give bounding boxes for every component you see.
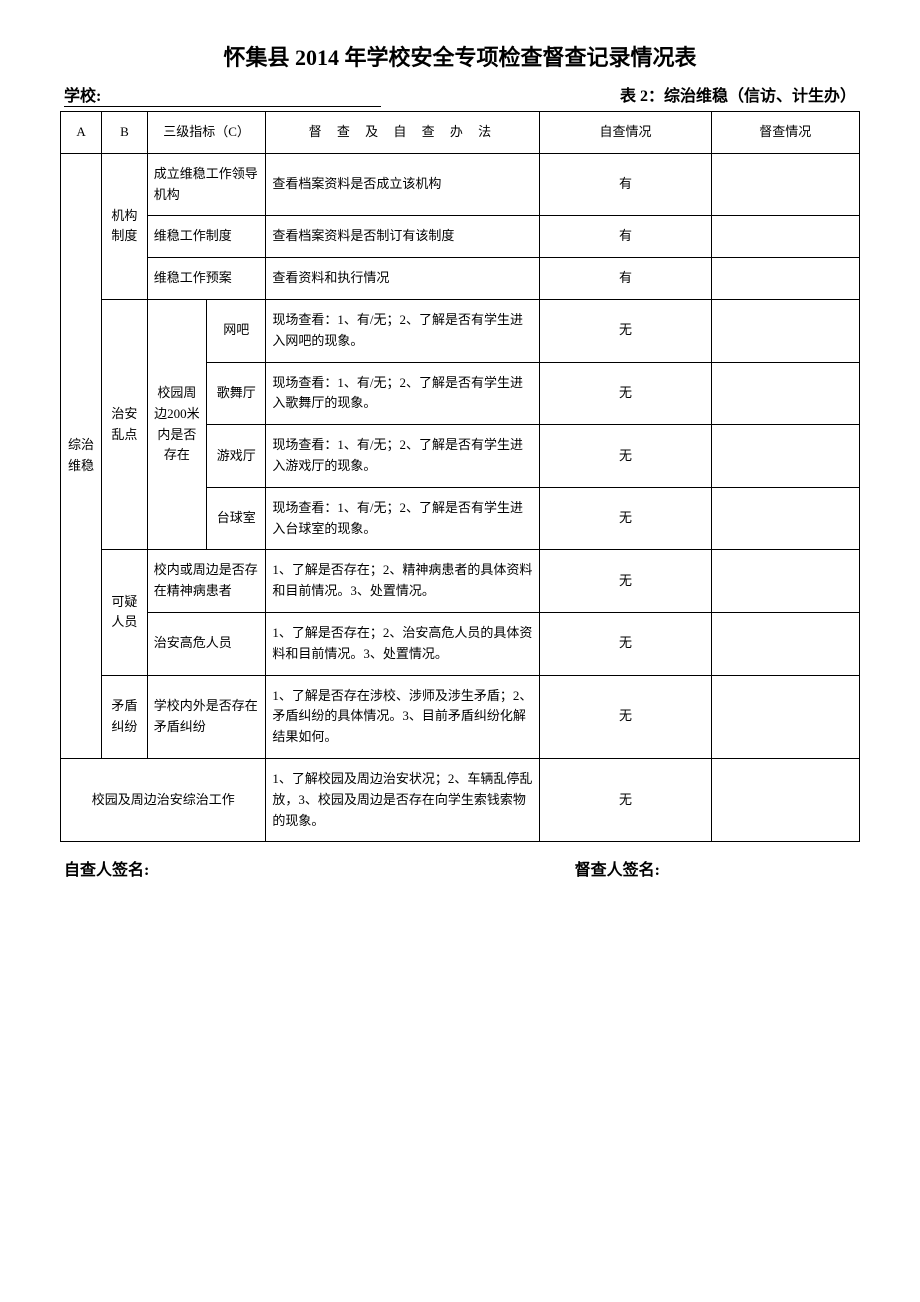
header-e: 自查情况	[540, 112, 711, 154]
method-cell: 查看档案资料是否制订有该制度	[266, 216, 540, 258]
footer: 自查人签名: 督查人签名:	[60, 856, 860, 880]
method-cell: 现场查看：1、有/无；2、了解是否有学生进入台球室的现象。	[266, 487, 540, 550]
self-check-cell: 有	[540, 258, 711, 300]
supervise-cell	[711, 425, 859, 488]
method-cell: 1、了解校园及周边治安状况；2、车辆乱停乱放，3、校园及周边是否存在向学生索钱索…	[266, 758, 540, 841]
method-cell: 现场查看：1、有/无；2、了解是否有学生进入网吧的现象。	[266, 299, 540, 362]
self-check-cell: 无	[540, 362, 711, 425]
school-label: 学校:	[64, 82, 381, 107]
supervise-cell	[711, 550, 859, 613]
table-row: 校园及周边治安综治工作 1、了解校园及周边治安状况；2、车辆乱停乱放，3、校园及…	[61, 758, 860, 841]
method-cell: 1、了解是否存在；2、治安高危人员的具体资料和目前情况。3、处置情况。	[266, 612, 540, 675]
self-signer-label: 自查人签名:	[64, 856, 149, 880]
group-b2-cell: 治安乱点	[102, 299, 148, 549]
self-check-cell: 无	[540, 425, 711, 488]
supervise-cell	[711, 612, 859, 675]
supervise-cell	[711, 299, 859, 362]
self-check-cell: 无	[540, 299, 711, 362]
self-check-cell: 有	[540, 153, 711, 216]
method-cell: 现场查看：1、有/无；2、了解是否有学生进入游戏厅的现象。	[266, 425, 540, 488]
table-row: 维稳工作制度 查看档案资料是否制订有该制度 有	[61, 216, 860, 258]
supervise-cell	[711, 153, 859, 216]
table-header-row: A B 三级指标（C） 督 查 及 自 查 办 法 自查情况 督查情况	[61, 112, 860, 154]
table-row: 治安高危人员 1、了解是否存在；2、治安高危人员的具体资料和目前情况。3、处置情…	[61, 612, 860, 675]
self-check-cell: 无	[540, 612, 711, 675]
method-cell: 1、了解是否存在涉校、涉师及涉生矛盾；2、矛盾纠纷的具体情况。3、目前矛盾纠纷化…	[266, 675, 540, 758]
method-cell: 查看资料和执行情况	[266, 258, 540, 300]
group-a-cell: 综治维稳	[61, 153, 102, 758]
header-d: 督 查 及 自 查 办 法	[266, 112, 540, 154]
group-b1-cell: 机构制度	[102, 153, 148, 299]
indicator-cell: 台球室	[207, 487, 266, 550]
table-number-label: 表 2：综治维稳（信访、计生办）	[620, 82, 856, 107]
header-f: 督查情况	[711, 112, 859, 154]
indicator-cell: 游戏厅	[207, 425, 266, 488]
indicator-cell: 治安高危人员	[147, 612, 266, 675]
self-check-cell: 无	[540, 550, 711, 613]
inspection-table: A B 三级指标（C） 督 查 及 自 查 办 法 自查情况 督查情况 综治维稳…	[60, 111, 860, 842]
group-b4-cell: 矛盾纠纷	[102, 675, 148, 758]
method-cell: 1、了解是否存在；2、精神病患者的具体资料和目前情况。3、处置情况。	[266, 550, 540, 613]
method-cell: 查看档案资料是否成立该机构	[266, 153, 540, 216]
self-check-cell: 无	[540, 758, 711, 841]
method-cell: 现场查看：1、有/无；2、了解是否有学生进入歌舞厅的现象。	[266, 362, 540, 425]
table-row: 维稳工作预案 查看资料和执行情况 有	[61, 258, 860, 300]
supervise-cell	[711, 258, 859, 300]
indicator-cell: 网吧	[207, 299, 266, 362]
self-check-cell: 有	[540, 216, 711, 258]
table-row: 治安乱点 校园周边200米内是否存在 网吧 现场查看：1、有/无；2、了解是否有…	[61, 299, 860, 362]
indicator-cell: 歌舞厅	[207, 362, 266, 425]
header-a: A	[61, 112, 102, 154]
table-row: 综治维稳 机构制度 成立维稳工作领导机构 查看档案资料是否成立该机构 有	[61, 153, 860, 216]
subheader: 学校: 表 2：综治维稳（信访、计生办）	[60, 82, 860, 107]
self-check-cell: 无	[540, 675, 711, 758]
supervise-cell	[711, 362, 859, 425]
supervise-cell	[711, 487, 859, 550]
group-b3-cell: 可疑人员	[102, 550, 148, 675]
supervise-signer-label: 督查人签名:	[575, 856, 660, 880]
supervise-cell	[711, 675, 859, 758]
supervise-cell	[711, 216, 859, 258]
supervise-cell	[711, 758, 859, 841]
header-b: B	[102, 112, 148, 154]
indicator-cell: 校园及周边治安综治工作	[61, 758, 266, 841]
table-row: 矛盾纠纷 学校内外是否存在矛盾纠纷 1、了解是否存在涉校、涉师及涉生矛盾；2、矛…	[61, 675, 860, 758]
indicator-cell: 校内或周边是否存在精神病患者	[147, 550, 266, 613]
self-check-cell: 无	[540, 487, 711, 550]
indicator-cell: 维稳工作预案	[147, 258, 266, 300]
header-c: 三级指标（C）	[147, 112, 266, 154]
indicator-cell: 成立维稳工作领导机构	[147, 153, 266, 216]
indicator-sub-cell: 校园周边200米内是否存在	[147, 299, 206, 549]
indicator-cell: 维稳工作制度	[147, 216, 266, 258]
indicator-cell: 学校内外是否存在矛盾纠纷	[147, 675, 266, 758]
document-title: 怀集县 2014 年学校安全专项检查督查记录情况表	[60, 40, 860, 72]
table-row: 可疑人员 校内或周边是否存在精神病患者 1、了解是否存在；2、精神病患者的具体资…	[61, 550, 860, 613]
